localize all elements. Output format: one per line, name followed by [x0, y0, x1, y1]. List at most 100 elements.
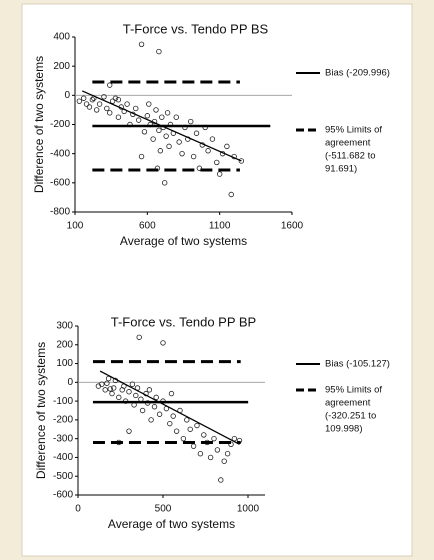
- point: [184, 417, 190, 423]
- point: [104, 380, 110, 386]
- point: [144, 113, 151, 119]
- y-axis-label: Difference of two systems: [34, 342, 48, 479]
- point: [83, 101, 90, 107]
- point: [156, 48, 162, 55]
- point: [214, 447, 221, 453]
- point: [126, 389, 132, 395]
- x-axis-label: Average of two systems: [120, 234, 247, 248]
- point: [107, 110, 113, 116]
- point: [188, 118, 194, 125]
- legend-label: Bias (-105.127): [325, 359, 390, 370]
- point: [173, 428, 180, 434]
- legend-label: Bias (-209.996): [325, 68, 390, 79]
- point: [101, 94, 107, 100]
- point: [135, 117, 142, 123]
- y-tick-label: 400: [53, 32, 70, 43]
- point: [197, 450, 204, 457]
- point: [211, 435, 217, 442]
- point: [153, 107, 159, 113]
- point: [141, 129, 148, 135]
- point: [99, 381, 105, 387]
- point: [221, 458, 227, 464]
- point: [207, 454, 214, 461]
- y-tick-label: -300: [53, 433, 73, 444]
- x-tick-label: 0: [75, 504, 81, 515]
- legend-label: agreement: [325, 138, 371, 149]
- y-tick-label: -600: [50, 177, 70, 188]
- point: [179, 150, 185, 157]
- x-tick-label: 1100: [209, 221, 231, 232]
- point: [214, 159, 220, 166]
- legend-label: (-511.682 to: [325, 151, 376, 162]
- point: [124, 101, 130, 107]
- point: [96, 101, 103, 107]
- y-tick-label: 300: [56, 321, 73, 332]
- panel: [21, 3, 413, 557]
- point: [160, 340, 166, 346]
- point: [224, 450, 231, 457]
- point: [133, 105, 139, 112]
- y-tick-label: 200: [56, 339, 73, 350]
- point: [224, 143, 230, 150]
- point: [161, 180, 168, 186]
- point: [238, 158, 245, 164]
- y-tick-label: -800: [50, 207, 70, 218]
- legend-label: 95% Limits of: [325, 125, 382, 136]
- point: [93, 107, 100, 113]
- point: [107, 82, 113, 88]
- point: [196, 165, 203, 171]
- point: [153, 394, 159, 401]
- x-tick-label: 1600: [281, 221, 304, 232]
- point: [180, 435, 187, 442]
- point: [163, 133, 169, 139]
- legend-label: (-320.251 to: [325, 411, 376, 422]
- point: [166, 143, 172, 150]
- point: [218, 477, 224, 483]
- point: [164, 110, 171, 116]
- point: [116, 394, 122, 401]
- point: [187, 426, 193, 432]
- point: [133, 392, 139, 399]
- point: [105, 375, 112, 382]
- point: [89, 97, 96, 103]
- x-tick-label: 600: [139, 221, 156, 232]
- x-axis-label: Average of two systems: [108, 517, 235, 531]
- point: [107, 386, 113, 392]
- point: [170, 413, 176, 419]
- y-tick-label: -400: [50, 148, 70, 159]
- point: [138, 41, 145, 47]
- regression-line: [99, 370, 240, 445]
- y-tick-label: -200: [50, 119, 70, 130]
- point: [126, 428, 132, 434]
- point: [86, 104, 93, 110]
- point: [146, 101, 152, 107]
- point: [110, 385, 117, 391]
- point: [228, 191, 234, 198]
- legend-label: 91.691): [325, 164, 357, 175]
- x-tick-label: 500: [155, 504, 172, 515]
- point: [102, 387, 108, 393]
- chart-title: T-Force vs. Tendo PP BS: [123, 21, 269, 36]
- y-tick-label: 0: [64, 90, 70, 101]
- point: [76, 98, 83, 104]
- point: [156, 411, 163, 417]
- y-tick-label: -100: [53, 396, 73, 407]
- point: [146, 387, 153, 393]
- point: [201, 432, 207, 438]
- point: [173, 114, 179, 120]
- chart-title: T-Force vs. Tendo PP BP: [111, 314, 256, 329]
- point: [159, 114, 165, 120]
- point: [112, 95, 119, 101]
- y-tick-label: 0: [67, 377, 73, 388]
- legend-label: 95% Limits of: [325, 385, 382, 396]
- point: [104, 105, 110, 112]
- point: [129, 381, 136, 387]
- point: [216, 171, 223, 177]
- point: [115, 114, 122, 120]
- point: [190, 153, 197, 160]
- point: [138, 153, 145, 160]
- x-tick-label: 100: [67, 221, 84, 232]
- point: [157, 148, 164, 154]
- y-tick-label: -600: [53, 490, 73, 501]
- point: [228, 441, 234, 447]
